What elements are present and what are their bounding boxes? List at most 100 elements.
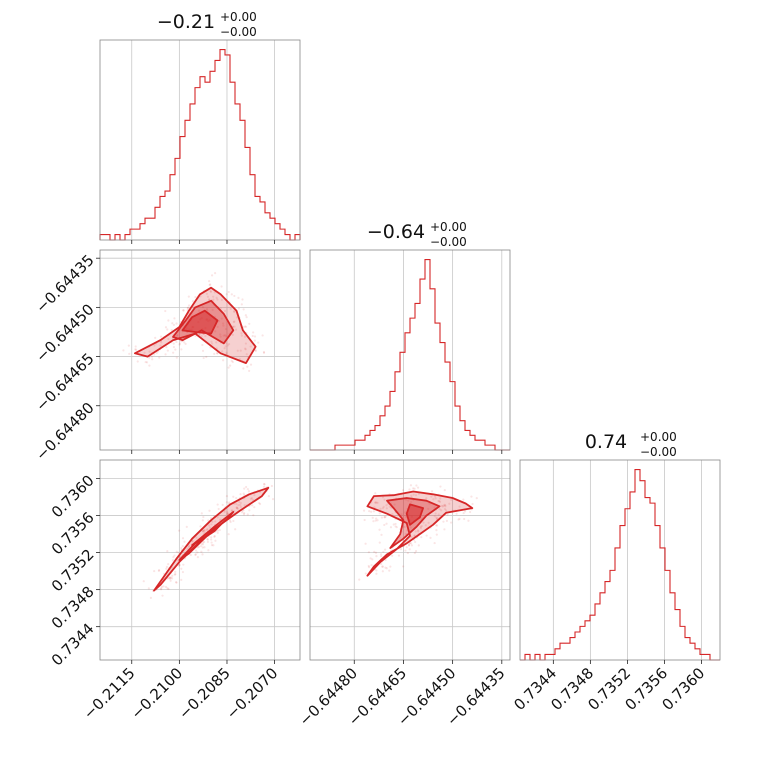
scatter-point bbox=[247, 490, 251, 493]
scatter-point bbox=[245, 316, 248, 319]
scatter-point bbox=[400, 513, 403, 516]
scatter-point bbox=[164, 326, 168, 329]
scatter-point bbox=[197, 309, 201, 312]
scatter-point bbox=[229, 520, 232, 524]
scatter-point bbox=[211, 520, 214, 523]
scatter-point bbox=[214, 520, 217, 523]
scatter-point bbox=[169, 576, 173, 579]
scatter-point bbox=[388, 505, 391, 508]
scatter-point bbox=[225, 513, 228, 516]
scatter-point bbox=[171, 577, 174, 580]
scatter-point bbox=[148, 350, 151, 353]
scatter-point bbox=[226, 512, 230, 516]
scatter-point bbox=[372, 520, 375, 523]
scatter-point bbox=[158, 356, 161, 359]
scatter-point bbox=[160, 341, 163, 344]
scatter-point bbox=[216, 516, 219, 519]
scatter-point bbox=[414, 550, 418, 553]
scatter-point bbox=[167, 337, 170, 341]
scatter-point bbox=[375, 569, 378, 572]
scatter-point bbox=[167, 587, 170, 591]
scatter-point bbox=[174, 573, 177, 576]
scatter-point bbox=[241, 298, 244, 301]
scatter-point bbox=[186, 307, 189, 310]
scatter-point bbox=[370, 563, 373, 567]
scatter-point bbox=[389, 565, 392, 568]
pair-panel-0-contour-2 bbox=[181, 309, 219, 335]
title-0: −0.21 bbox=[157, 11, 215, 33]
scatter-point bbox=[406, 551, 409, 555]
scatter-point bbox=[467, 519, 470, 522]
scatter-point bbox=[225, 351, 228, 354]
scatter-point bbox=[204, 334, 207, 338]
scatter-point bbox=[407, 544, 411, 547]
scatter-point bbox=[164, 585, 168, 589]
scatter-point bbox=[261, 334, 264, 337]
scatter-point bbox=[222, 334, 225, 337]
scatter-point bbox=[263, 483, 266, 486]
scatter-point bbox=[239, 505, 242, 508]
scatter-point bbox=[168, 576, 171, 579]
scatter-point bbox=[236, 507, 239, 510]
scatter-point bbox=[225, 293, 228, 296]
scatter-point bbox=[169, 579, 172, 582]
scatter-point bbox=[409, 484, 413, 487]
x-tick-label-0-2: −0.2085 bbox=[175, 664, 234, 723]
scatter-point bbox=[372, 510, 376, 513]
scatter-point bbox=[188, 544, 191, 547]
scatter-point bbox=[134, 345, 137, 348]
title-lower-1: −0.00 bbox=[430, 235, 467, 249]
scatter-point bbox=[216, 531, 219, 535]
scatter-point bbox=[153, 344, 156, 347]
scatter-point bbox=[122, 349, 125, 352]
scatter-point bbox=[232, 495, 235, 498]
scatter-point bbox=[445, 519, 449, 522]
scatter-point bbox=[238, 500, 241, 504]
scatter-point bbox=[191, 540, 194, 543]
scatter-point bbox=[382, 505, 385, 508]
scatter-point bbox=[257, 341, 260, 344]
scatter-point bbox=[362, 509, 366, 512]
scatter-point bbox=[239, 349, 242, 352]
pair-panel-2-contour-2 bbox=[405, 503, 425, 526]
scatter-point bbox=[232, 519, 235, 523]
scatter-point bbox=[394, 525, 397, 528]
scatter-point bbox=[216, 529, 219, 532]
scatter-point bbox=[239, 503, 242, 506]
scatter-point bbox=[197, 545, 201, 548]
scatter-point bbox=[181, 537, 185, 540]
scatter-point bbox=[201, 343, 204, 347]
scatter-point bbox=[417, 544, 420, 547]
scatter-point bbox=[237, 307, 241, 310]
scatter-point bbox=[212, 298, 215, 301]
scatter-point bbox=[416, 529, 420, 532]
scatter-point bbox=[270, 484, 273, 488]
histogram-0 bbox=[99, 48, 301, 241]
scatter-point bbox=[161, 594, 164, 597]
scatter-point bbox=[153, 569, 156, 573]
hist-panel-1-frame bbox=[309, 249, 511, 451]
scatter-point bbox=[165, 346, 168, 349]
scatter-point bbox=[177, 551, 180, 554]
scatter-point bbox=[253, 506, 256, 509]
scatter-point bbox=[433, 506, 436, 509]
scatter-point bbox=[202, 541, 205, 544]
scatter-point bbox=[240, 332, 243, 335]
scatter-point bbox=[205, 292, 208, 295]
scatter-point bbox=[248, 369, 251, 373]
scatter-point bbox=[383, 523, 386, 527]
scatter-point bbox=[388, 569, 391, 572]
scatter-point bbox=[246, 513, 249, 516]
scatter-point bbox=[235, 507, 239, 510]
scatter-point bbox=[364, 572, 367, 575]
scatter-point bbox=[202, 530, 205, 533]
scatter-point bbox=[391, 554, 394, 557]
scatter-point bbox=[416, 486, 420, 489]
scatter-point bbox=[145, 361, 149, 364]
scatter-point bbox=[242, 367, 245, 370]
scatter-point bbox=[410, 544, 414, 547]
scatter-point bbox=[210, 340, 213, 343]
scatter-point bbox=[170, 328, 173, 332]
scatter-point bbox=[437, 499, 440, 503]
title-upper-2: +0.00 bbox=[640, 430, 677, 444]
